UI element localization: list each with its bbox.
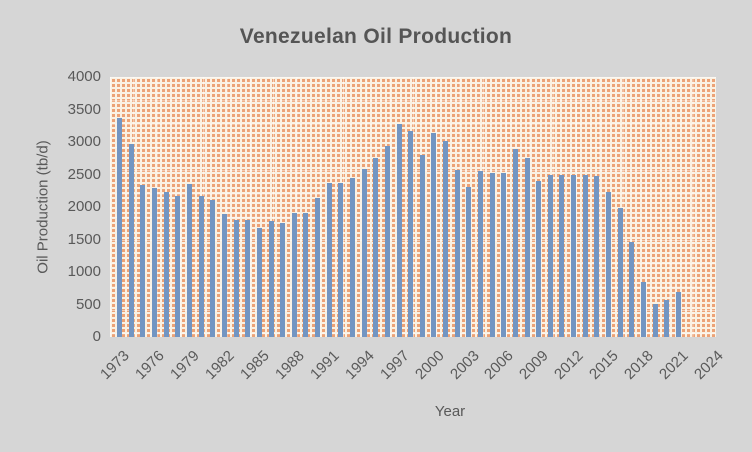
bar-1989 [303, 213, 309, 337]
y-tick-label: 3500 [67, 100, 101, 118]
x-tick-label: 1988 [271, 347, 308, 383]
x-tick-label: 1985 [237, 347, 273, 383]
bar-1995 [373, 158, 379, 337]
bar-1999 [419, 155, 425, 337]
bar-2013 [582, 175, 588, 337]
y-tick-label: 2500 [67, 165, 101, 183]
bar-1983 [233, 219, 239, 337]
bar-2018 [640, 282, 646, 337]
y-axis-title: Oil Production (tb/d) [34, 140, 52, 274]
bar-1987 [280, 223, 286, 337]
x-tick-label: 2000 [411, 347, 448, 383]
bar-1976 [152, 187, 158, 337]
bar-2001 [443, 141, 449, 337]
x-tick-label: 2009 [516, 347, 553, 383]
x-tick-label: 1973 [97, 347, 134, 383]
bar-2009 [536, 181, 542, 337]
y-tick-label: 4000 [67, 68, 101, 85]
bar-1979 [187, 183, 193, 337]
bar-2010 [547, 175, 553, 337]
bar-2005 [489, 172, 495, 337]
chart-title: Venezuelan Oil Production [239, 25, 513, 48]
bar-2014 [594, 176, 600, 337]
bar-2006 [501, 172, 507, 337]
x-axis-title: Year [434, 403, 466, 420]
bar-1982 [221, 213, 227, 337]
bar-2003 [466, 186, 472, 337]
x-tick-label: 2003 [446, 347, 483, 383]
x-tick-label: 1976 [132, 347, 168, 383]
bar-1977 [163, 191, 169, 337]
bar-1990 [315, 198, 321, 337]
y-tick-label: 0 [92, 328, 101, 345]
bar-2007 [512, 149, 518, 337]
bar-2019 [652, 303, 658, 337]
bar-2017 [629, 242, 635, 337]
x-tick-label: 2012 [551, 347, 587, 383]
bar-1993 [349, 177, 355, 337]
bar-2020 [664, 299, 670, 337]
bar-2011 [559, 175, 565, 337]
bar-1996 [384, 146, 390, 337]
bar-2015 [606, 191, 612, 337]
x-tick-label: 2018 [621, 347, 657, 383]
bar-1973 [117, 118, 123, 337]
bar-1988 [291, 213, 297, 337]
y-tick-label: 2000 [67, 198, 101, 215]
bar-1984 [245, 220, 251, 337]
x-tick-label: 1979 [167, 347, 203, 383]
x-tick-label: 2024 [690, 347, 727, 383]
bar-1997 [396, 123, 402, 337]
bar-1994 [361, 168, 367, 337]
bar-2004 [478, 170, 483, 337]
x-tick-label: 1997 [376, 347, 413, 383]
bar-1991 [326, 182, 332, 337]
bar-2012 [571, 175, 577, 337]
bar-1978 [175, 196, 181, 337]
bar-1981 [210, 200, 216, 337]
x-tick-label: 2021 [656, 347, 692, 383]
bar-2016 [617, 207, 623, 337]
x-tick-label: 2015 [586, 347, 622, 383]
bar-1998 [408, 131, 414, 337]
y-tick-label: 500 [75, 295, 101, 313]
x-tick-label: 2006 [481, 347, 518, 383]
plot-area [110, 77, 716, 337]
x-tick-label: 1991 [306, 347, 343, 383]
bar-2008 [524, 158, 530, 337]
bar-1986 [268, 220, 274, 337]
x-tick-label: 1982 [202, 347, 238, 383]
bar-2000 [431, 132, 437, 337]
y-tick-label: 1500 [67, 230, 101, 248]
y-tick-label: 3000 [67, 133, 101, 150]
bar-1985 [256, 227, 262, 337]
bar-2002 [454, 169, 460, 337]
bar-1992 [338, 182, 344, 337]
x-tick-label: 1994 [341, 347, 378, 383]
bar-1974 [128, 143, 134, 337]
bar-1975 [140, 184, 146, 337]
bar-1980 [198, 196, 204, 337]
bar-2021 [675, 292, 681, 337]
y-tick-label: 1000 [67, 263, 101, 280]
